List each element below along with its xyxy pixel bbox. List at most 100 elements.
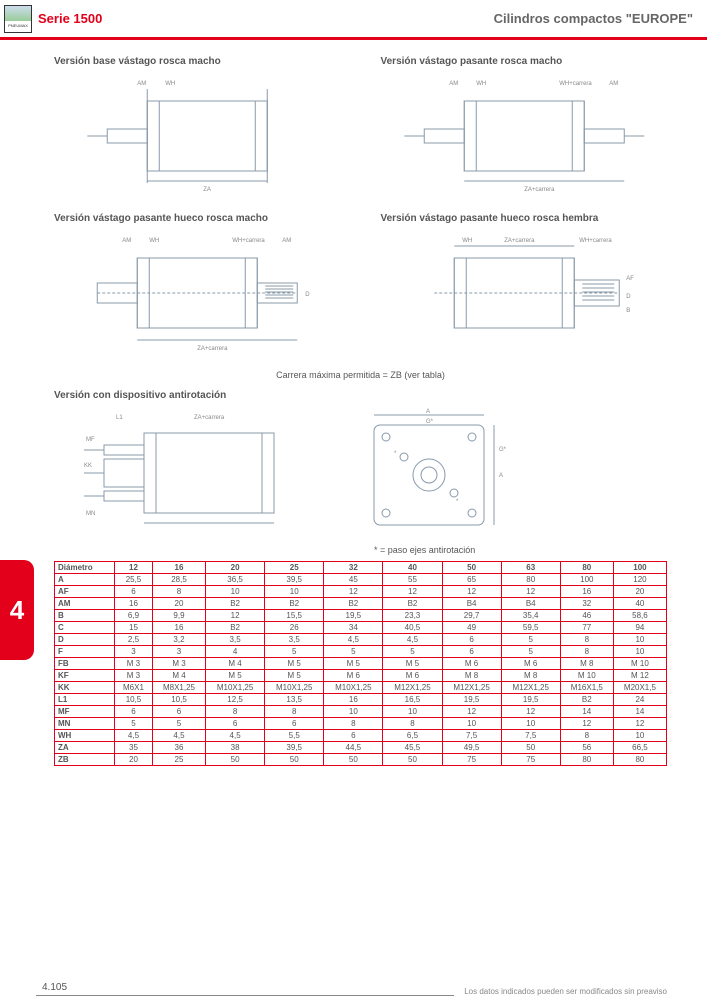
- cell: M16X1,5: [560, 682, 613, 694]
- cell: 19,5: [442, 694, 501, 706]
- svg-text:KK: KK: [84, 463, 92, 469]
- cell: 3: [115, 646, 153, 658]
- cell: M 3: [152, 658, 205, 670]
- cell: 55: [383, 574, 442, 586]
- cell: 10,5: [115, 694, 153, 706]
- cell: M10X1,25: [206, 682, 265, 694]
- svg-text:WH+carrera: WH+carrera: [559, 81, 592, 87]
- svg-text:WH+carrera: WH+carrera: [232, 238, 265, 244]
- cell: 10: [501, 718, 560, 730]
- cell: 8: [265, 706, 324, 718]
- col-diameter: 50: [442, 562, 501, 574]
- cell: M 6: [324, 670, 383, 682]
- cell: 15: [115, 622, 153, 634]
- cell: 39,5: [265, 574, 324, 586]
- cell: M6X1: [115, 682, 153, 694]
- cell: 6: [152, 706, 205, 718]
- cell: 5: [383, 646, 442, 658]
- drawing-3: AM WH WH+carrera AM D ZA+carrera: [54, 228, 341, 358]
- row-key: L1: [55, 694, 115, 706]
- cell: 35: [115, 742, 153, 754]
- cell: 75: [442, 754, 501, 766]
- row-key: B: [55, 610, 115, 622]
- cell: 36: [152, 742, 205, 754]
- cell: 7,5: [501, 730, 560, 742]
- svg-text:WH: WH: [149, 238, 159, 244]
- cell: 8: [383, 718, 442, 730]
- cell: B2: [324, 598, 383, 610]
- cell: 58,6: [613, 610, 666, 622]
- logo-block: PNEUMAX Serie 1500: [4, 5, 102, 33]
- cell: B2: [383, 598, 442, 610]
- cell: 16,5: [383, 694, 442, 706]
- cell: 12,5: [206, 694, 265, 706]
- svg-text:B: B: [626, 308, 630, 314]
- cell: M 4: [152, 670, 205, 682]
- cell: 10: [613, 730, 666, 742]
- cell: 10: [383, 706, 442, 718]
- cell: 3,5: [206, 634, 265, 646]
- cell: B4: [501, 598, 560, 610]
- cell: 12: [613, 718, 666, 730]
- row-key: F: [55, 646, 115, 658]
- table-row: KKM6X1M8X1,25M10X1,25M10X1,25M10X1,25M12…: [55, 682, 667, 694]
- cell: 3,5: [265, 634, 324, 646]
- drawing-4: WH ZA+carrera WH+carrera AF D B: [381, 228, 668, 358]
- svg-text:*: *: [394, 451, 397, 457]
- cell: 75: [501, 754, 560, 766]
- cell: 12: [383, 586, 442, 598]
- svg-text:L1: L1: [116, 415, 123, 421]
- table-row: D2,53,23,53,54,54,565810: [55, 634, 667, 646]
- header-bar: PNEUMAX Serie 1500 Cilindros compactos "…: [0, 0, 707, 40]
- cell: 45: [324, 574, 383, 586]
- cell: 59,5: [501, 622, 560, 634]
- cell: 94: [613, 622, 666, 634]
- col-diameter: 20: [206, 562, 265, 574]
- cell: 44,5: [324, 742, 383, 754]
- cell: 7,5: [442, 730, 501, 742]
- cell: M 5: [265, 658, 324, 670]
- cell: 50: [324, 754, 383, 766]
- cell: 9,9: [152, 610, 205, 622]
- cell: 16: [152, 622, 205, 634]
- cell: 23,3: [383, 610, 442, 622]
- cell: 10: [265, 586, 324, 598]
- table-row: ZA35363839,544,545,549,5505666,5: [55, 742, 667, 754]
- table-row: C1516B2263440,54959,57794: [55, 622, 667, 634]
- cell: 50: [206, 754, 265, 766]
- cell: M 5: [324, 658, 383, 670]
- cell: 5: [152, 718, 205, 730]
- cell: 12: [442, 586, 501, 598]
- cell: 6,5: [383, 730, 442, 742]
- cell: 12: [501, 586, 560, 598]
- cell: 100: [560, 574, 613, 586]
- note-ejes: * = paso ejes antirotación: [374, 545, 667, 555]
- page-footer: 4.105 Los datos indicados pueden ser mod…: [0, 987, 707, 996]
- cell: B2: [560, 694, 613, 706]
- row-key: AF: [55, 586, 115, 598]
- row-key: ZB: [55, 754, 115, 766]
- row-key: ZA: [55, 742, 115, 754]
- col-diameter: 100: [613, 562, 666, 574]
- cell: B2: [206, 598, 265, 610]
- cell: 4,5: [206, 730, 265, 742]
- svg-text:A: A: [426, 409, 430, 415]
- svg-text:AF: AF: [626, 276, 634, 282]
- svg-text:G*: G*: [499, 447, 507, 453]
- section-title-3: Versión vástago pasante hueco rosca mach…: [54, 213, 341, 224]
- cell: 49: [442, 622, 501, 634]
- section-title-5: Versión con dispositivo antirotación: [54, 390, 667, 401]
- cell: 10: [206, 586, 265, 598]
- cell: 28,5: [152, 574, 205, 586]
- cell: 50: [265, 754, 324, 766]
- drawing-2: AM WH WH+carrera AM ZA+carrera: [381, 71, 668, 201]
- cell: 19,5: [501, 694, 560, 706]
- cell: 12: [206, 610, 265, 622]
- cell: M 3: [115, 670, 153, 682]
- cell: 2,5: [115, 634, 153, 646]
- cell: M8X1,25: [152, 682, 205, 694]
- cell: M 10: [613, 658, 666, 670]
- cell: B2: [265, 598, 324, 610]
- cell: 66,5: [613, 742, 666, 754]
- cell: 40,5: [383, 622, 442, 634]
